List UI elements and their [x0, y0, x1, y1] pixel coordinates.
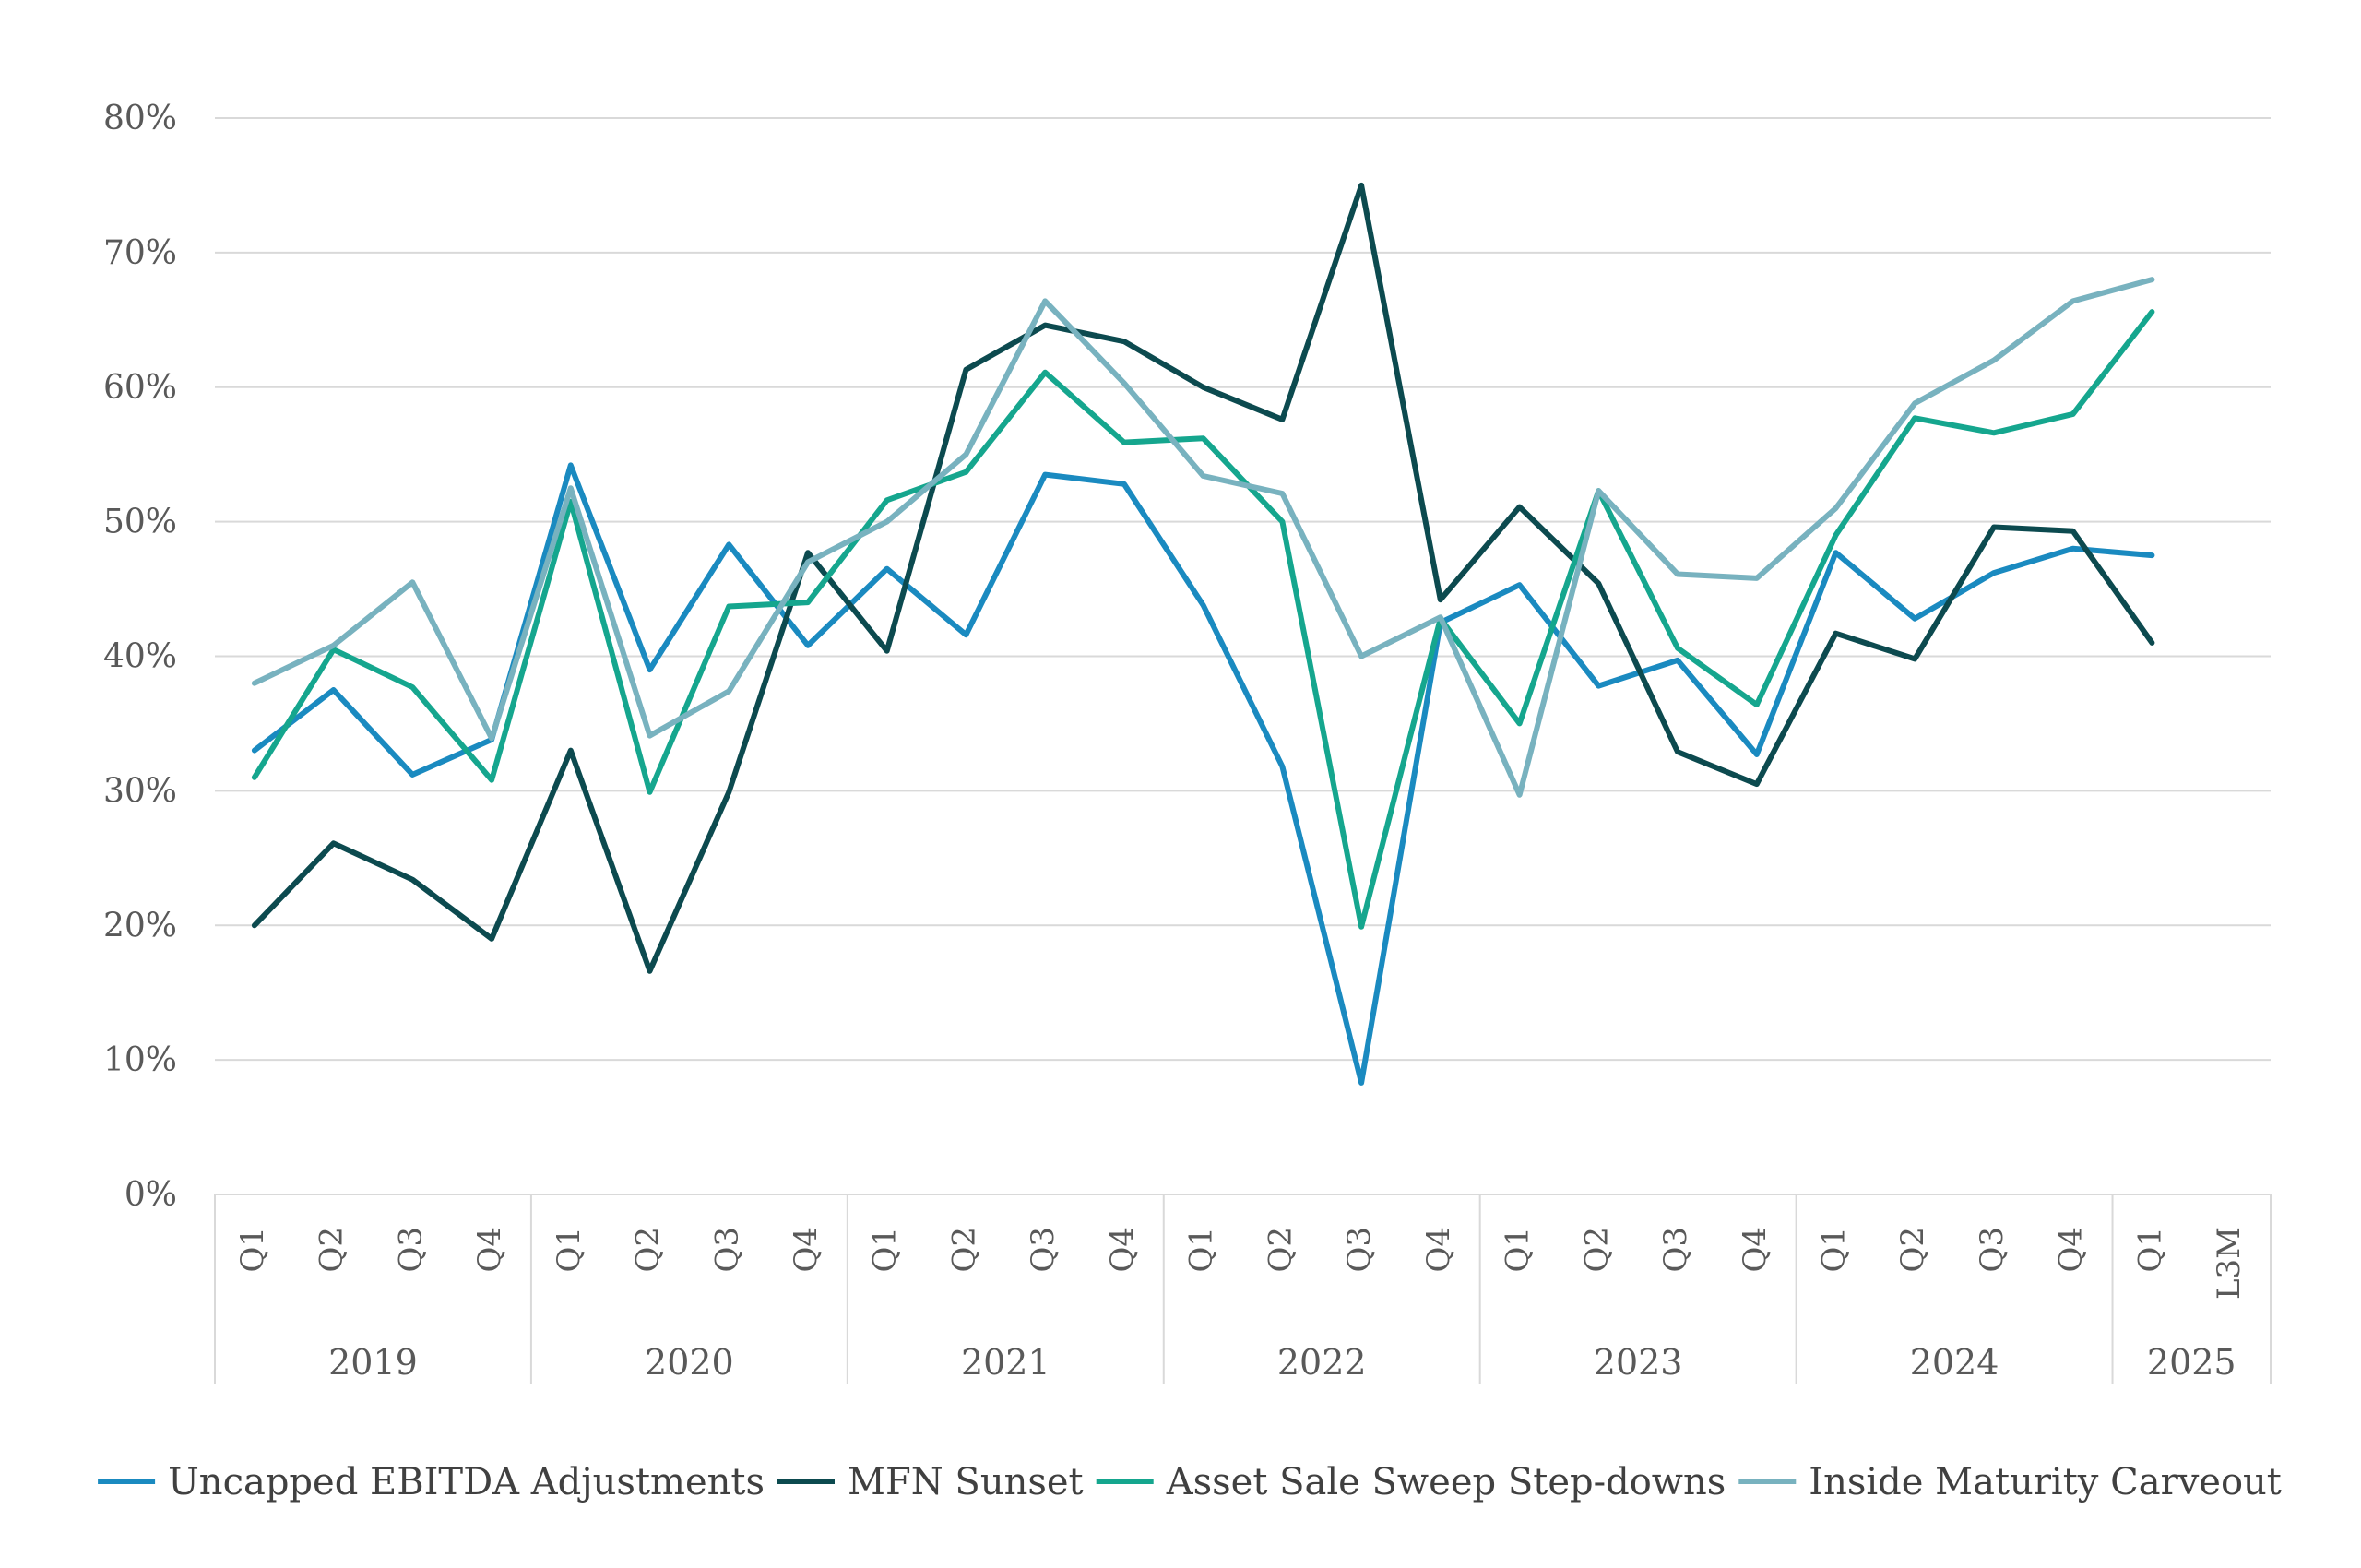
x-tick-label: Q1: [867, 1227, 904, 1273]
x-tick-label: Q2: [630, 1227, 667, 1273]
y-tick-label: 50%: [103, 504, 177, 541]
y-tick-label: 40%: [103, 638, 177, 676]
x-tick-label: Q4: [471, 1227, 508, 1273]
series-lines: [251, 182, 2155, 1086]
x-tick-label: Q1: [551, 1227, 587, 1273]
x-tick-label: Q4: [1420, 1227, 1457, 1273]
x-tick-label: Q2: [1894, 1227, 1931, 1273]
x-tick-label: Q2: [945, 1227, 982, 1273]
x-tick-label: Q2: [1578, 1227, 1615, 1273]
x-tick-label: Q1: [1500, 1227, 1536, 1273]
x-tick-label: Q1: [2131, 1227, 2168, 1273]
year-label: 2025: [2147, 1342, 2236, 1383]
legend-item-asset-sale-sweep-step-downs: Asset Sale Sweep Step-downs: [1096, 1461, 1726, 1503]
legend-label: Uncapped EBITDA Adjustments: [168, 1461, 765, 1503]
y-axis-tick-labels: 0% 10% 20% 30% 40% 50% 60% 70% 80%: [103, 100, 177, 1214]
legend-label: Asset Sale Sweep Step-downs: [1166, 1461, 1726, 1503]
legend-item-inside-maturity-carveout: Inside Maturity Carveout: [1738, 1461, 2282, 1503]
x-tick-label: Q1: [1815, 1227, 1852, 1273]
year-label: 2023: [1594, 1342, 1683, 1383]
x-tick-label: Q3: [1657, 1227, 1694, 1273]
x-tick-label: L3M: [2211, 1227, 2248, 1300]
x-tick-label: Q1: [234, 1227, 271, 1273]
x-tick-label: Q4: [1104, 1227, 1141, 1273]
x-tick-label: Q3: [1025, 1227, 1062, 1273]
year-label: 2022: [1277, 1342, 1367, 1383]
y-tick-label: 20%: [103, 907, 177, 944]
year-label: 2019: [328, 1342, 418, 1383]
x-tick-label: Q1: [1183, 1227, 1220, 1273]
x-axis: Q1 Q2 Q3 Q4 Q1 Q2 Q3 Q4 Q1 Q2 Q3 Q4 Q1 Q2 Q3 Q4 Q1 Q2 Q3 Q4…: [214, 1194, 2272, 1384]
year-label: 2024: [1910, 1342, 1999, 1383]
series-line-asset-sale-sweep-step-downs: [251, 309, 2155, 930]
y-tick-label: 70%: [103, 234, 177, 272]
gridlines: [215, 117, 2271, 1195]
y-tick-label: 10%: [103, 1041, 177, 1079]
x-tick-label: Q3: [708, 1227, 745, 1273]
x-tick-label: Q2: [314, 1227, 350, 1273]
x-tick-label: Q3: [1341, 1227, 1378, 1273]
series-line-inside-maturity-carveout: [251, 277, 2155, 798]
y-tick-label: 30%: [103, 772, 177, 810]
x-tick-label: Q3: [1974, 1227, 2011, 1273]
legend-item-mfn-sunset: MFN Sunset: [777, 1461, 1084, 1503]
legend: Uncapped EBITDA Adjustments MFN Sunset Ass…: [98, 1461, 2282, 1503]
x-tick-label: Q2: [1262, 1227, 1299, 1273]
x-tick-label: Q3: [392, 1227, 429, 1273]
y-tick-label: 0%: [125, 1176, 177, 1214]
series-line-mfn-sunset: [251, 182, 2155, 974]
legend-label: MFN Sunset: [848, 1461, 1084, 1503]
y-tick-label: 60%: [103, 369, 177, 407]
x-tick-label: Q4: [788, 1227, 825, 1273]
year-label: 2021: [961, 1342, 1050, 1383]
series-line-uncapped-ebitda-adjustments: [251, 462, 2155, 1086]
year-label: 2020: [645, 1342, 734, 1383]
x-tick-label: Q4: [1737, 1227, 1774, 1273]
legend-item-uncapped-ebitda-adjustments: Uncapped EBITDA Adjustments: [98, 1461, 765, 1503]
legend-label: Inside Maturity Carveout: [1809, 1461, 2282, 1503]
x-tick-label: Q4: [2053, 1227, 2090, 1273]
y-tick-label: 80%: [103, 100, 177, 137]
